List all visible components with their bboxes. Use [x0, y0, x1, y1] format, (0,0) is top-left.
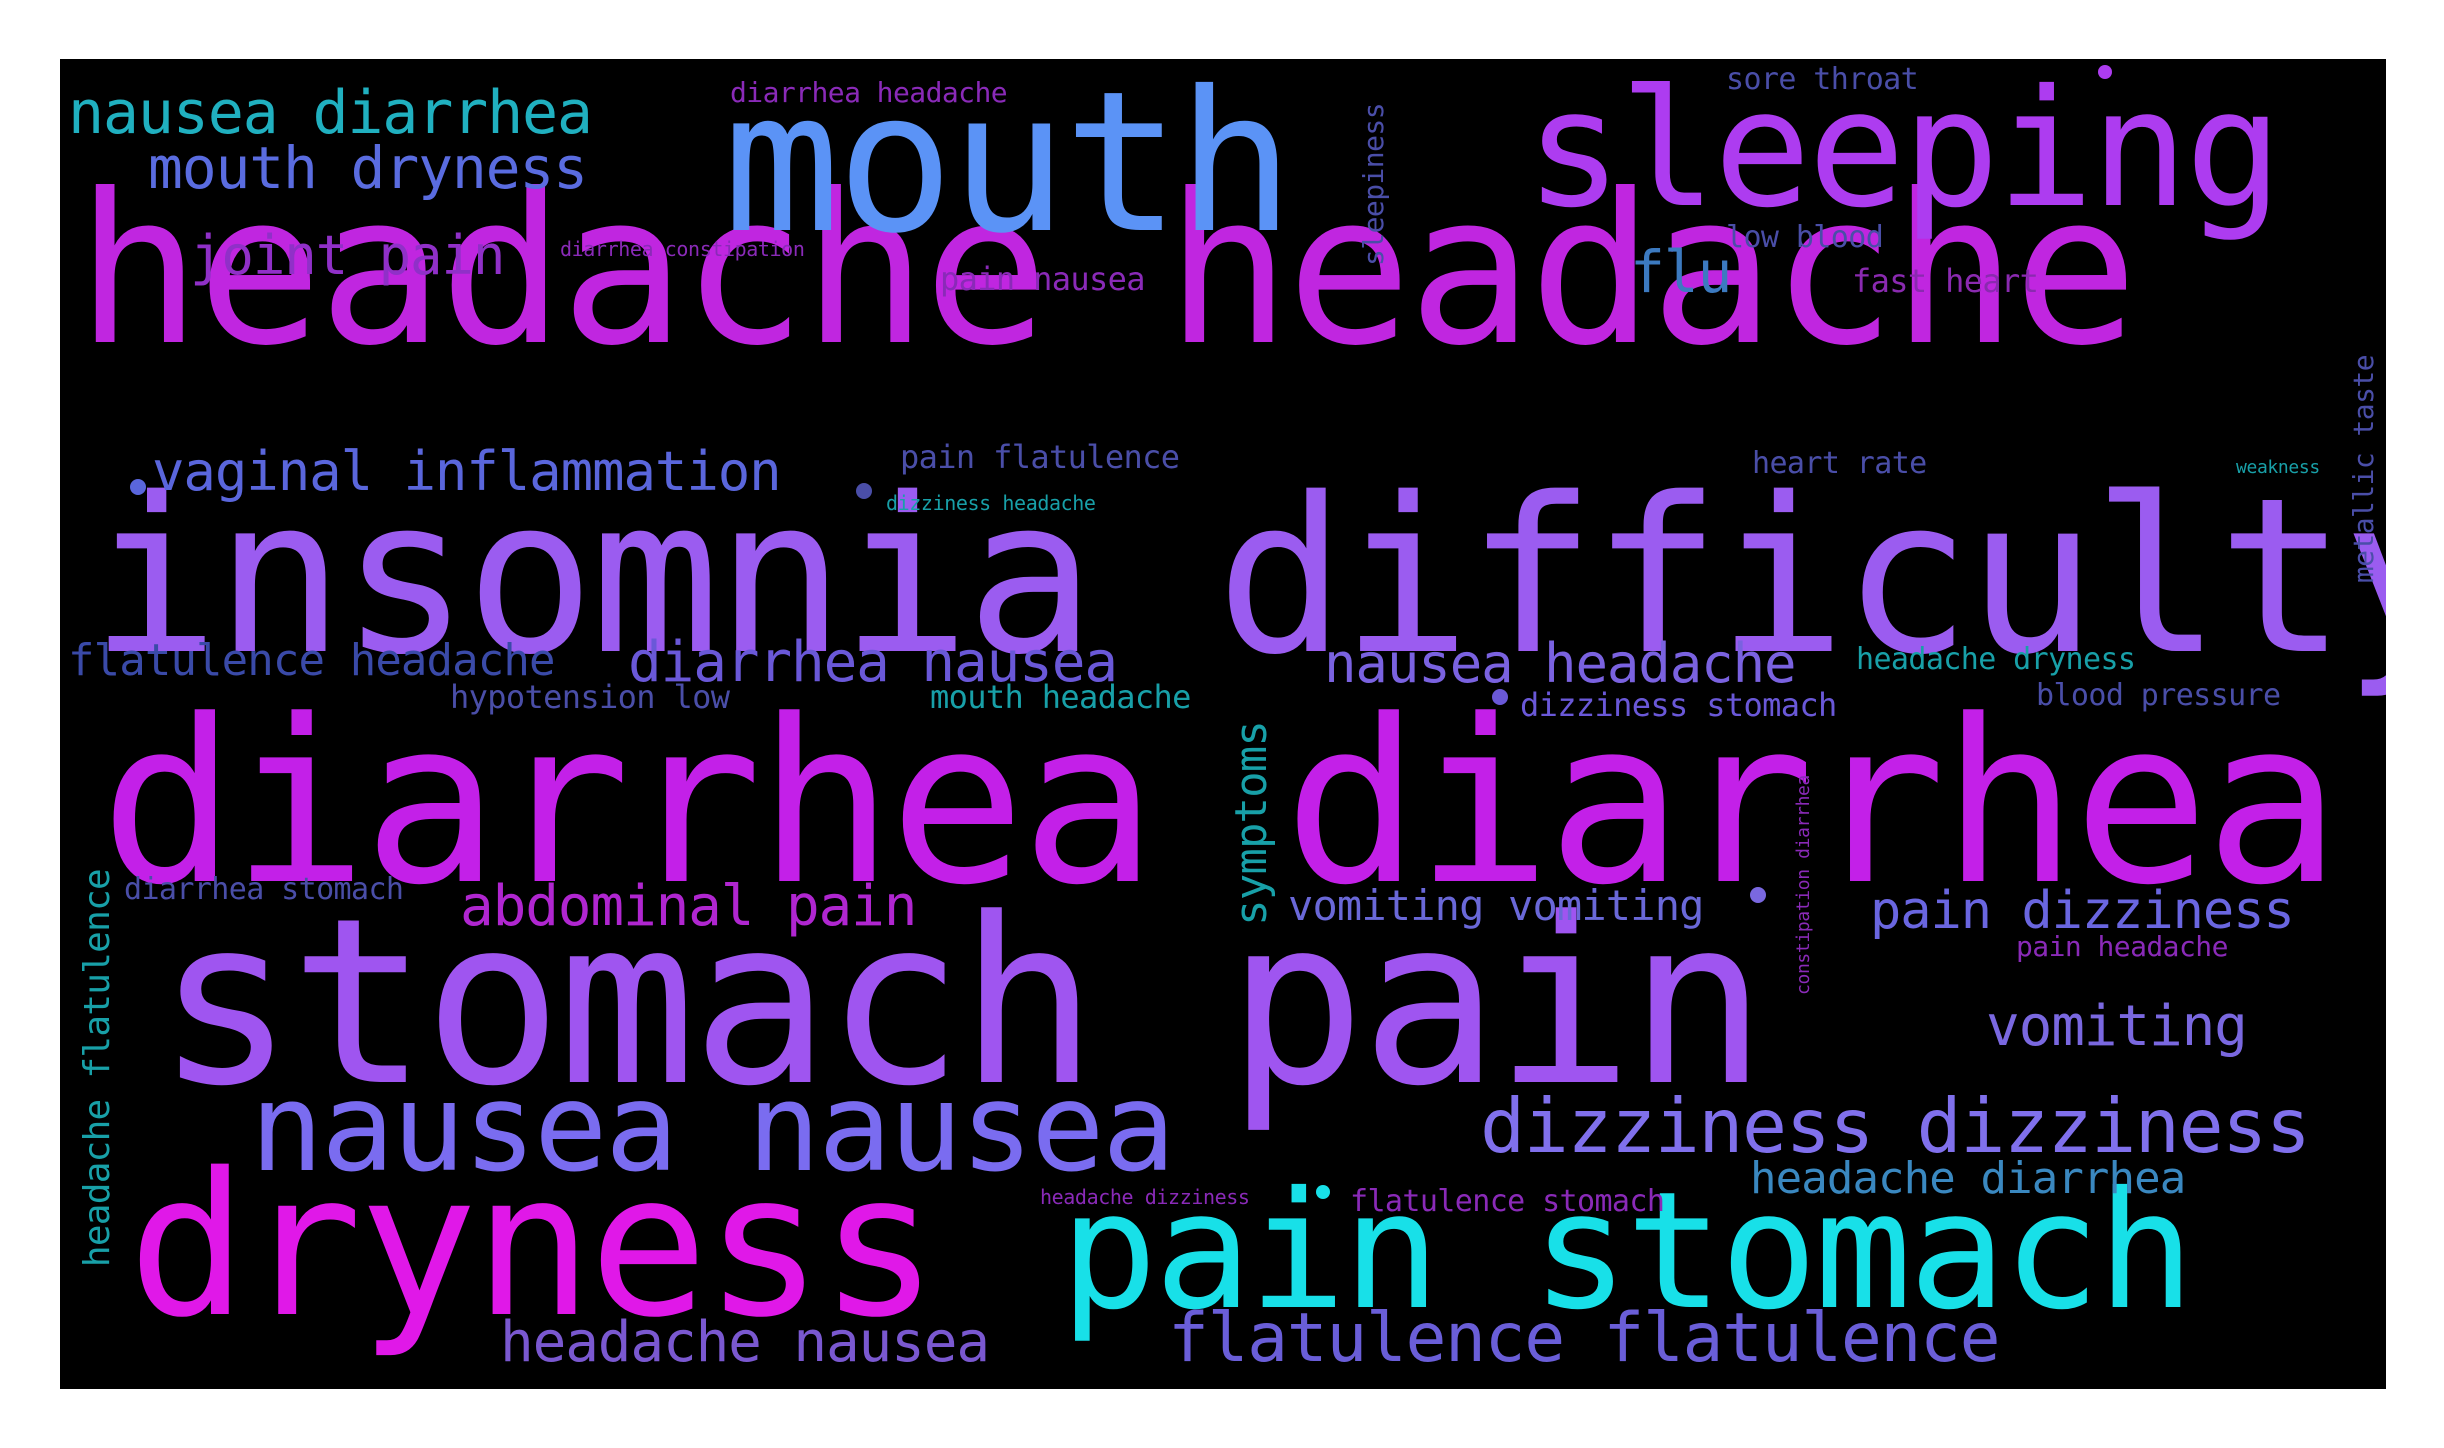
dot-mark [1316, 1185, 1330, 1199]
word-headache-headache: headache headache [76, 150, 2138, 392]
word-weakness: weakness [2236, 457, 2320, 478]
word-flatulence-headache: flatulence headache [68, 635, 555, 686]
word-low-blood: low blood [1726, 220, 1884, 255]
word-heart-rate: heart rate [1752, 446, 1927, 481]
word-mouth-dryness: mouth dryness [148, 134, 588, 202]
word-metallic-taste: metallic taste [2347, 355, 2380, 584]
word-joint-pain: joint pain [190, 224, 505, 287]
word-headache-diarrhea: headache diarrhea [1750, 1153, 2186, 1204]
word-dizziness-headache: dizziness headache [886, 491, 1096, 515]
word-flu: flu [1630, 238, 1732, 306]
word-nausea-headache: nausea headache [1324, 632, 1797, 695]
word-vomiting-vomiting: vomiting vomiting [1288, 881, 1704, 930]
word-insomnia-difficulty: insomnia difficulty [90, 451, 2386, 702]
word-headache-nausea: headache nausea [500, 1310, 990, 1375]
word-diarrhea-nausea: diarrhea nausea [628, 630, 1118, 695]
dot-mark [1492, 689, 1508, 705]
word-constipation-diarrhea: constipation diarrhea [1793, 775, 1814, 996]
word-nausea-diarrhea: nausea diarrhea [68, 78, 593, 148]
word-pain-dizziness: pain dizziness [1870, 881, 2295, 941]
word-fast-heart: fast heart [1852, 262, 2039, 300]
word-dizziness-dizziness: dizziness dizziness [1480, 1082, 2311, 1170]
word-headache-dizziness: headache dizziness [1040, 1185, 1250, 1209]
word-headache-dryness: headache dryness [1856, 642, 2136, 677]
word-nausea-nausea: nausea nausea [250, 1057, 1176, 1199]
word-hypotension-low: hypotension low [450, 678, 730, 716]
word-pain-flatulence: pain flatulence [900, 438, 1180, 476]
word-vomiting: vomiting [1986, 994, 2248, 1059]
word-pain-nausea: pain nausea [940, 260, 1146, 298]
word-flatulence-stomach: flatulence stomach [1350, 1184, 1665, 1219]
word-mouth-headache: mouth headache [930, 678, 1191, 716]
word-dryness: dryness [128, 1130, 939, 1361]
word-vaginal-inflammation: vaginal inflammation [152, 440, 782, 503]
word-stomach-pain: stomach pain [156, 870, 1767, 1137]
dot-mark [1750, 887, 1766, 903]
word-cloud: headache headache insomnia difficulty di… [60, 59, 2386, 1389]
word-sore-throat: sore throat [1726, 62, 1919, 97]
word-headache-flatulence: headache flatulence [77, 869, 118, 1268]
dot-mark [2098, 65, 2112, 79]
dot-mark [130, 479, 146, 495]
word-diarrhea-diarrhea: diarrhea diarrhea [100, 672, 2341, 935]
dot-mark [856, 483, 872, 499]
word-diarrhea-headache: diarrhea headache [730, 76, 1008, 109]
word-pain-headache: pain headache [2016, 930, 2228, 963]
word-diarrhea-constipation: diarrhea constipation [560, 237, 805, 261]
word-abdominal-pain: abdominal pain [460, 874, 917, 939]
word-sleeping: sleeping [1525, 59, 2283, 244]
word-diarrhea-stomach: diarrhea stomach [124, 872, 404, 907]
word-mouth: mouth [723, 59, 1294, 276]
word-sleepiness: sleepiness [1357, 103, 1390, 266]
word-symptoms: symptoms [1226, 721, 1277, 926]
word-blood-pressure: blood pressure [2036, 678, 2281, 713]
word-flatulence-flatulence: flatulence flatulence [1168, 1299, 2001, 1378]
word-pain-stomach: pain stomach [1060, 1158, 2195, 1346]
word-dizziness-stomach: dizziness stomach [1520, 686, 1837, 724]
